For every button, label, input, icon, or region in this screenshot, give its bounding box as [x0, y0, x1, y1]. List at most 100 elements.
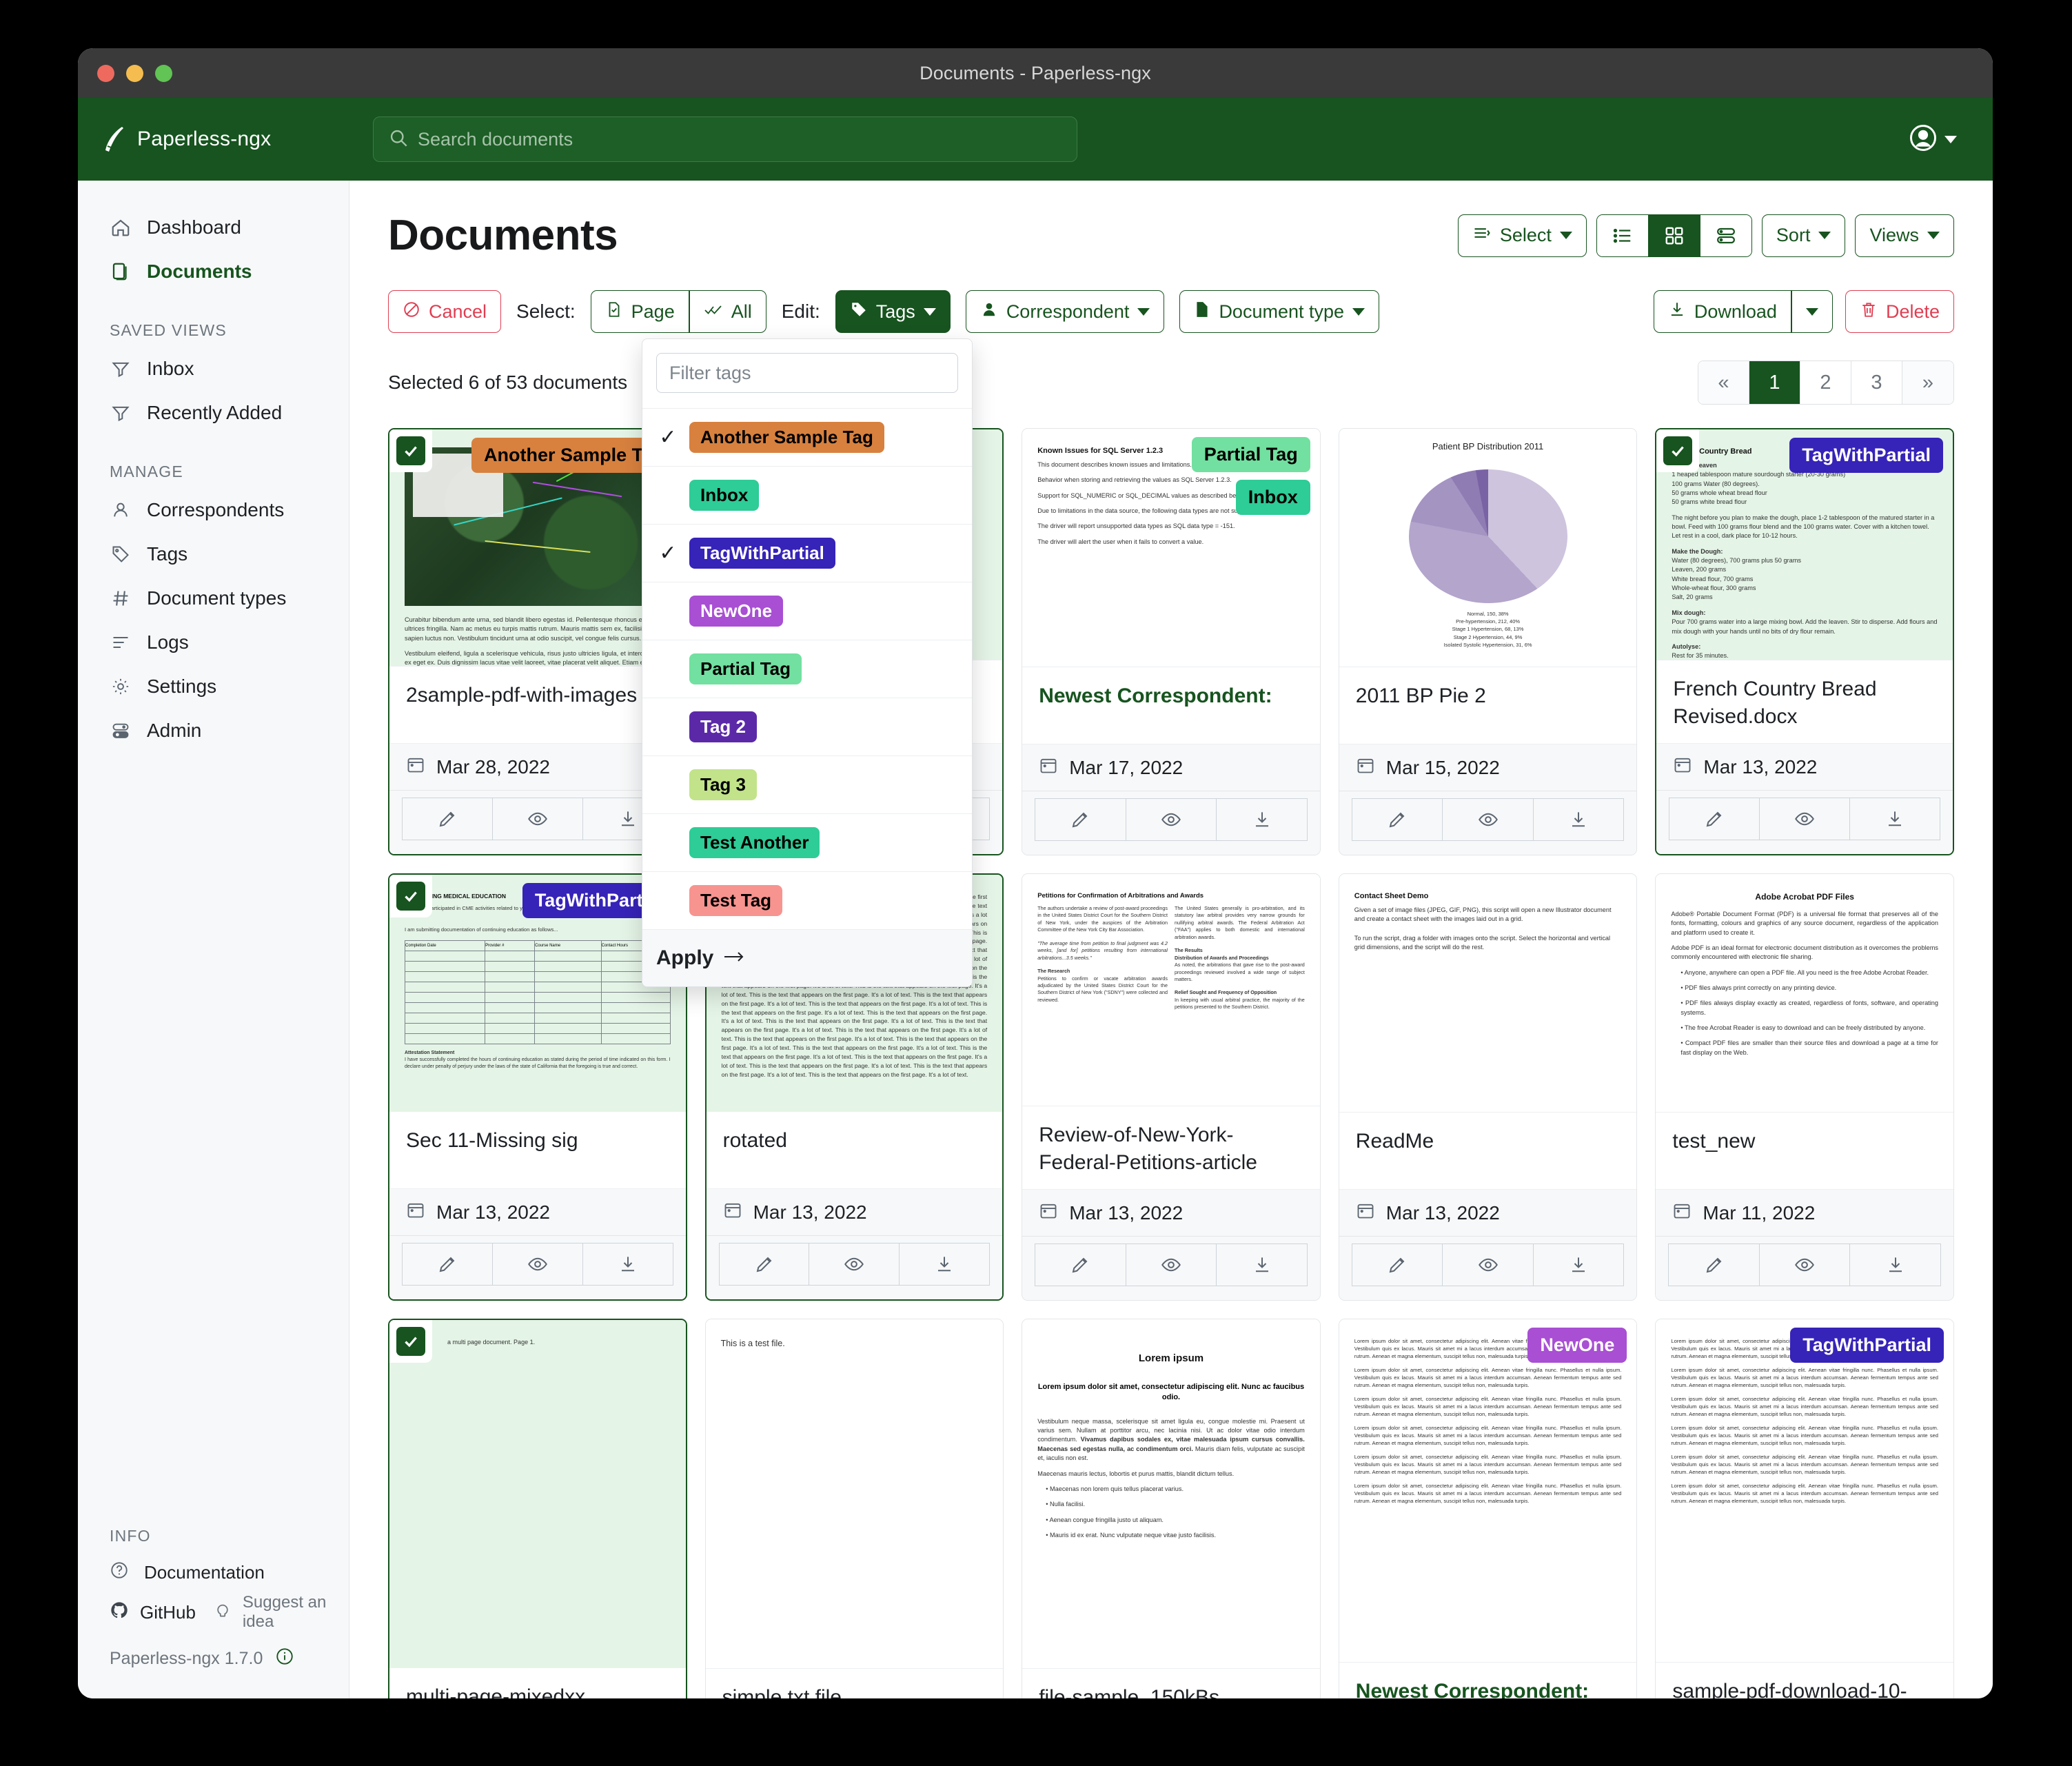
document-title[interactable]: sample-pdf-download-10-mb-longer-title — [1656, 1661, 1953, 1698]
document-title[interactable]: Newest Correspondent:f_combineds — [1339, 1661, 1637, 1698]
document-title[interactable]: test_new — [1656, 1112, 1953, 1189]
pagination-next[interactable]: » — [1902, 361, 1953, 404]
tag-option[interactable]: Test Tag — [642, 871, 972, 929]
document-thumbnail[interactable]: Lorem ipsum dolor sit amet, consectetur … — [1339, 1319, 1637, 1662]
sidebar-item-document-types[interactable]: Document types — [78, 576, 349, 620]
apply-tags-button[interactable]: Apply — [642, 929, 972, 986]
sort-dropdown-button[interactable]: Sort — [1761, 214, 1846, 257]
download-document-button[interactable] — [1850, 1244, 1941, 1286]
document-card[interactable]: CONTINUING MEDICAL EDUCATIONHave you par… — [388, 873, 687, 1301]
preview-document-button[interactable] — [1126, 1244, 1217, 1286]
edit-document-button[interactable] — [1351, 1244, 1443, 1286]
edit-document-button[interactable] — [1035, 798, 1126, 841]
document-title[interactable]: Sec 11-Missing sig — [389, 1111, 686, 1188]
document-title[interactable]: file-sample_150kBs — [1022, 1668, 1320, 1698]
views-dropdown-button[interactable]: Views — [1855, 214, 1954, 257]
document-tag[interactable]: TagWithPartial — [1789, 438, 1943, 474]
document-tag[interactable]: NewOne — [1527, 1328, 1627, 1363]
preview-document-button[interactable] — [809, 1243, 900, 1286]
sidebar-item-dashboard[interactable]: Dashboard — [78, 205, 349, 250]
document-title[interactable]: simple txt file — [705, 1668, 1004, 1698]
select-dropdown-button[interactable]: Select — [1457, 214, 1587, 257]
pagination-prev[interactable]: « — [1698, 361, 1749, 404]
document-card[interactable]: Lorem ipsum dolor sit amet, consectetur … — [1655, 1319, 1954, 1698]
preview-document-button[interactable] — [1443, 1244, 1534, 1286]
document-card[interactable]: Patient BP Distribution 2011 Normal, 150,… — [1338, 428, 1638, 855]
select-all-button[interactable]: All — [689, 290, 766, 333]
tag-option[interactable]: Test Another — [642, 813, 972, 871]
document-tag[interactable]: Inbox — [1235, 480, 1310, 516]
preview-document-button[interactable] — [492, 798, 583, 840]
tags-dropdown-panel[interactable]: ✓ Another Sample Tag Inbox ✓ TagWithPartial N… — [642, 338, 973, 987]
edit-document-button[interactable] — [402, 1243, 493, 1286]
download-document-button[interactable] — [1850, 798, 1941, 840]
preview-document-button[interactable] — [1760, 798, 1851, 840]
download-button[interactable]: Download — [1653, 290, 1791, 333]
document-thumbnail[interactable]: Adobe Acrobat PDF Files Adobe® Portable D… — [1656, 874, 1953, 1112]
tag-option[interactable]: Tag 2 — [642, 698, 972, 755]
download-document-button[interactable] — [1533, 1244, 1625, 1286]
edit-document-button[interactable] — [1669, 798, 1760, 840]
sidebar-item-documentation[interactable]: Documentation — [78, 1552, 349, 1593]
tag-option[interactable]: Inbox — [642, 466, 972, 524]
correspondent-dropdown-button[interactable]: Correspondent — [965, 290, 1165, 333]
document-title[interactable]: rotated — [706, 1111, 1003, 1188]
document-tag[interactable]: Partial Tag — [1191, 437, 1310, 473]
document-title[interactable]: ReadMe — [1339, 1112, 1637, 1189]
sidebar-item-correspondents[interactable]: Correspondents — [78, 488, 349, 532]
document-title[interactable]: 2sample-pdf-with-images — [389, 666, 686, 743]
tag-option[interactable]: Tag 3 — [642, 755, 972, 813]
delete-button[interactable]: Delete — [1845, 290, 1954, 333]
pagination-page-2[interactable]: 2 — [1800, 361, 1851, 404]
cancel-button[interactable]: Cancel — [388, 290, 502, 333]
sidebar-item-logs[interactable]: Logs — [78, 620, 349, 664]
pagination[interactable]: « 1 2 3 » — [1698, 361, 1954, 405]
preview-document-button[interactable] — [1443, 798, 1534, 841]
document-thumbnail[interactable]: a multi page document. Page 1. — [389, 1320, 686, 1667]
search-input[interactable] — [418, 128, 1037, 150]
preview-document-button[interactable] — [492, 1243, 583, 1286]
download-document-button[interactable] — [582, 1243, 673, 1286]
document-thumbnail[interactable]: Known Issues for SQL Server 1.2.3 This do… — [1022, 429, 1320, 667]
document-card[interactable]: Known Issues for SQL Server 1.2.3 This do… — [1022, 428, 1321, 855]
close-window-button[interactable] — [97, 64, 114, 82]
sidebar-item-documents[interactable]: Documents — [78, 250, 349, 294]
document-thumbnail[interactable]: CONTINUING MEDICAL EDUCATIONHave you par… — [389, 875, 686, 1111]
document-type-dropdown-button[interactable]: Document type — [1179, 290, 1380, 333]
edit-document-button[interactable] — [1351, 798, 1443, 841]
tag-option[interactable]: ✓ TagWithPartial — [642, 524, 972, 582]
sidebar-item-recently-added[interactable]: Recently Added — [78, 391, 349, 435]
download-document-button[interactable] — [1217, 1244, 1308, 1286]
document-card[interactable]: a multi page document. Page 1. multi-page… — [388, 1319, 687, 1698]
preview-document-button[interactable] — [1759, 1244, 1851, 1286]
document-title[interactable]: French Country Bread Revised.docx — [1656, 659, 1953, 743]
minimize-window-button[interactable] — [126, 64, 143, 82]
sidebar-item-tags[interactable]: Tags — [78, 532, 349, 576]
sidebar-item-suggest-idea[interactable]: Suggest an idea — [214, 1593, 349, 1632]
document-tag[interactable]: TagWithPartial — [1790, 1328, 1944, 1363]
document-card[interactable]: Lorem ipsum Lorem ipsum dolor sit amet, c… — [1022, 1319, 1321, 1698]
view-mode-grid[interactable] — [1648, 214, 1700, 256]
document-thumbnail[interactable]: Lorem ipsum dolor sit amet, consectetur … — [1656, 1319, 1953, 1662]
download-document-button[interactable] — [900, 1243, 991, 1286]
download-options-button[interactable] — [1791, 290, 1833, 333]
document-title[interactable]: Review-of-New-York-Federal-Petitions-art… — [1022, 1105, 1320, 1189]
edit-document-button[interactable] — [402, 798, 493, 840]
document-thumbnail[interactable]: Contact Sheet Demo Given a set of image f… — [1339, 874, 1637, 1112]
document-thumbnail[interactable]: Lorem ipsum Lorem ipsum dolor sit amet, c… — [1022, 1319, 1320, 1668]
document-card[interactable]: This is a test file. simple txt file — [704, 1319, 1004, 1698]
tag-option[interactable]: Partial Tag — [642, 640, 972, 698]
info-circle-icon[interactable] — [275, 1647, 294, 1671]
document-thumbnail[interactable]: Patient BP Distribution 2011 Normal, 150,… — [1339, 429, 1637, 667]
document-select-checkbox[interactable] — [389, 875, 432, 917]
user-avatar-icon[interactable] — [1909, 123, 1938, 156]
document-title[interactable]: 2011 BP Pie 2 — [1339, 667, 1637, 744]
document-card[interactable]: Lorem ipsum dolor sit amet, consectetur … — [1338, 1319, 1638, 1698]
document-thumbnail[interactable]: This is a test file. — [705, 1319, 1004, 1668]
search-box[interactable] — [373, 116, 1077, 162]
chevron-down-icon[interactable] — [1944, 135, 1957, 143]
edit-document-button[interactable] — [718, 1243, 810, 1286]
document-card[interactable]: Adobe Acrobat PDF Files Adobe® Portable D… — [1655, 873, 1954, 1301]
